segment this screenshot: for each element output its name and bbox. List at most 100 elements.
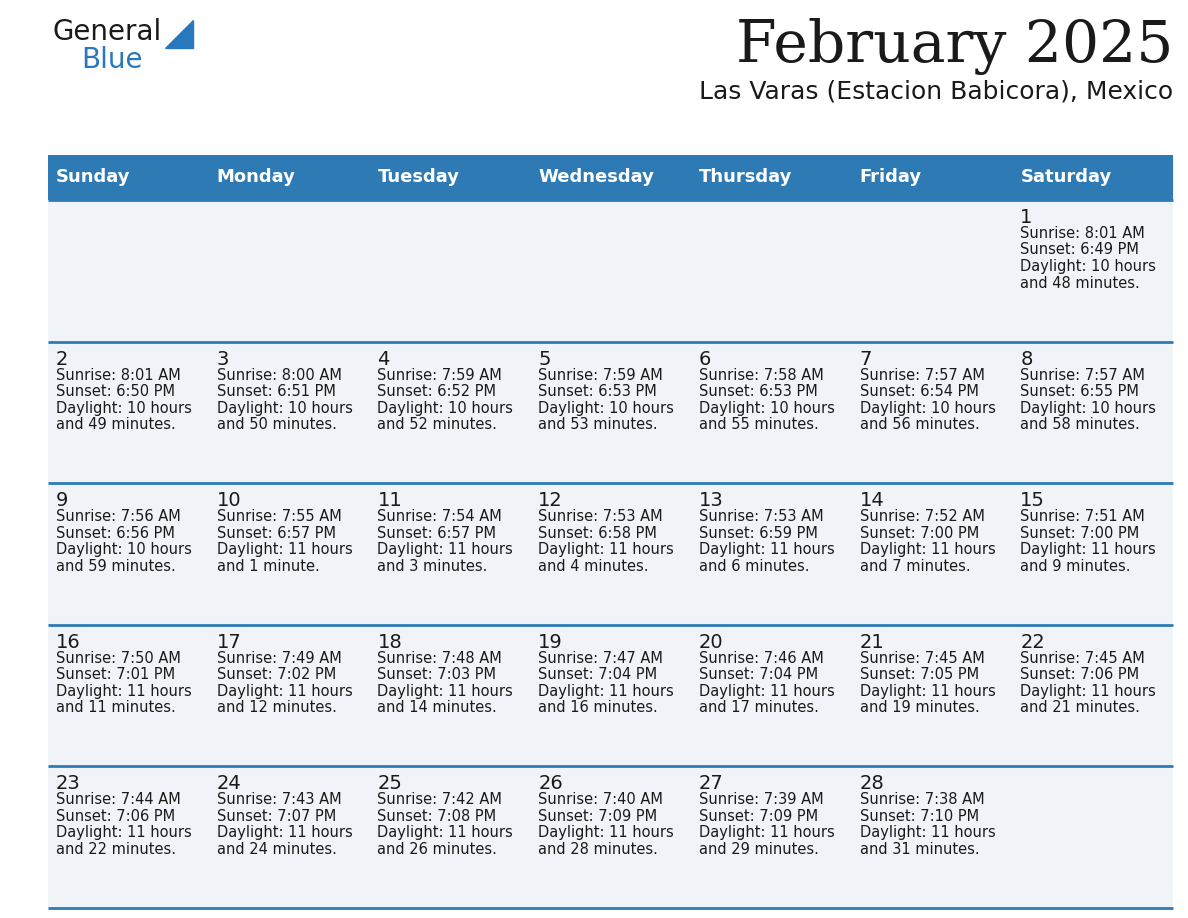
Text: Sunrise: 8:00 AM: Sunrise: 8:00 AM: [216, 367, 342, 383]
Text: Sunrise: 7:52 AM: Sunrise: 7:52 AM: [860, 509, 985, 524]
Text: and 22 minutes.: and 22 minutes.: [56, 842, 176, 856]
Text: Sunrise: 7:45 AM: Sunrise: 7:45 AM: [860, 651, 985, 666]
Text: Thursday: Thursday: [699, 169, 792, 186]
Polygon shape: [165, 20, 192, 48]
Text: Daylight: 11 hours: Daylight: 11 hours: [1020, 543, 1156, 557]
Text: Sunset: 6:54 PM: Sunset: 6:54 PM: [860, 384, 979, 399]
Text: Sunset: 6:57 PM: Sunset: 6:57 PM: [378, 526, 497, 541]
Text: Sunrise: 7:57 AM: Sunrise: 7:57 AM: [860, 367, 985, 383]
Bar: [369, 155, 530, 200]
Text: 20: 20: [699, 633, 723, 652]
Text: 1: 1: [1020, 208, 1032, 227]
Text: Saturday: Saturday: [1020, 169, 1112, 186]
Text: and 52 minutes.: and 52 minutes.: [378, 417, 498, 432]
Text: Daylight: 10 hours: Daylight: 10 hours: [538, 400, 674, 416]
Text: Daylight: 11 hours: Daylight: 11 hours: [56, 684, 191, 699]
Text: Daylight: 11 hours: Daylight: 11 hours: [860, 825, 996, 840]
Text: Sunset: 7:02 PM: Sunset: 7:02 PM: [216, 667, 336, 682]
Text: 14: 14: [860, 491, 884, 510]
Bar: [48, 483, 1173, 625]
Bar: [48, 200, 1173, 341]
Text: and 48 minutes.: and 48 minutes.: [1020, 275, 1140, 290]
Text: and 49 minutes.: and 49 minutes.: [56, 417, 176, 432]
Text: and 14 minutes.: and 14 minutes.: [378, 700, 498, 715]
Text: and 55 minutes.: and 55 minutes.: [699, 417, 819, 432]
Text: Sunrise: 7:59 AM: Sunrise: 7:59 AM: [378, 367, 503, 383]
Text: Monday: Monday: [216, 169, 296, 186]
Text: Daylight: 11 hours: Daylight: 11 hours: [378, 684, 513, 699]
Text: and 28 minutes.: and 28 minutes.: [538, 842, 658, 856]
Bar: [691, 155, 852, 200]
Text: February 2025: February 2025: [735, 18, 1173, 75]
Text: Daylight: 11 hours: Daylight: 11 hours: [538, 543, 674, 557]
Text: Sunset: 6:56 PM: Sunset: 6:56 PM: [56, 526, 175, 541]
Text: Daylight: 11 hours: Daylight: 11 hours: [378, 825, 513, 840]
Text: Sunset: 7:00 PM: Sunset: 7:00 PM: [1020, 526, 1139, 541]
Text: Sunrise: 7:47 AM: Sunrise: 7:47 AM: [538, 651, 663, 666]
Text: Blue: Blue: [81, 46, 143, 74]
Text: and 29 minutes.: and 29 minutes.: [699, 842, 819, 856]
Text: Friday: Friday: [860, 169, 922, 186]
Text: Sunset: 7:04 PM: Sunset: 7:04 PM: [699, 667, 819, 682]
Text: Sunrise: 7:40 AM: Sunrise: 7:40 AM: [538, 792, 663, 808]
Text: Sunset: 6:59 PM: Sunset: 6:59 PM: [699, 526, 817, 541]
Text: Daylight: 11 hours: Daylight: 11 hours: [860, 543, 996, 557]
Text: and 12 minutes.: and 12 minutes.: [216, 700, 336, 715]
Bar: [48, 155, 209, 200]
Text: and 31 minutes.: and 31 minutes.: [860, 842, 979, 856]
Text: Sunset: 7:06 PM: Sunset: 7:06 PM: [1020, 667, 1139, 682]
Text: 21: 21: [860, 633, 884, 652]
Text: Sunrise: 7:55 AM: Sunrise: 7:55 AM: [216, 509, 341, 524]
Text: Las Varas (Estacion Babicora), Mexico: Las Varas (Estacion Babicora), Mexico: [699, 80, 1173, 104]
Text: Sunset: 7:01 PM: Sunset: 7:01 PM: [56, 667, 175, 682]
Text: Daylight: 11 hours: Daylight: 11 hours: [216, 543, 353, 557]
Text: 16: 16: [56, 633, 81, 652]
Text: Sunset: 7:10 PM: Sunset: 7:10 PM: [860, 809, 979, 823]
Bar: [209, 155, 369, 200]
Text: Sunset: 7:04 PM: Sunset: 7:04 PM: [538, 667, 657, 682]
Text: 28: 28: [860, 775, 884, 793]
Text: Sunrise: 8:01 AM: Sunrise: 8:01 AM: [1020, 226, 1145, 241]
Text: Sunset: 7:06 PM: Sunset: 7:06 PM: [56, 809, 175, 823]
Text: 11: 11: [378, 491, 403, 510]
Text: and 58 minutes.: and 58 minutes.: [1020, 417, 1140, 432]
Text: Sunset: 7:03 PM: Sunset: 7:03 PM: [378, 667, 497, 682]
Text: Sunrise: 7:51 AM: Sunrise: 7:51 AM: [1020, 509, 1145, 524]
Text: Sunset: 6:49 PM: Sunset: 6:49 PM: [1020, 242, 1139, 258]
Bar: [852, 155, 1012, 200]
Text: and 7 minutes.: and 7 minutes.: [860, 559, 971, 574]
Text: Sunrise: 7:59 AM: Sunrise: 7:59 AM: [538, 367, 663, 383]
Text: Sunrise: 8:01 AM: Sunrise: 8:01 AM: [56, 367, 181, 383]
Text: 22: 22: [1020, 633, 1045, 652]
Text: Sunrise: 7:58 AM: Sunrise: 7:58 AM: [699, 367, 823, 383]
Text: 9: 9: [56, 491, 69, 510]
Text: Sunrise: 7:44 AM: Sunrise: 7:44 AM: [56, 792, 181, 808]
Text: General: General: [53, 18, 163, 46]
Text: 25: 25: [378, 775, 403, 793]
Text: Sunset: 7:09 PM: Sunset: 7:09 PM: [699, 809, 819, 823]
Text: Sunset: 6:58 PM: Sunset: 6:58 PM: [538, 526, 657, 541]
Text: Sunset: 7:08 PM: Sunset: 7:08 PM: [378, 809, 497, 823]
Text: Sunrise: 7:54 AM: Sunrise: 7:54 AM: [378, 509, 503, 524]
Text: and 11 minutes.: and 11 minutes.: [56, 700, 176, 715]
Text: 17: 17: [216, 633, 241, 652]
Text: 8: 8: [1020, 350, 1032, 369]
Text: 7: 7: [860, 350, 872, 369]
Text: Daylight: 10 hours: Daylight: 10 hours: [378, 400, 513, 416]
Bar: [48, 767, 1173, 908]
Text: 3: 3: [216, 350, 229, 369]
Text: 15: 15: [1020, 491, 1045, 510]
Text: Sunrise: 7:56 AM: Sunrise: 7:56 AM: [56, 509, 181, 524]
Text: Sunset: 7:05 PM: Sunset: 7:05 PM: [860, 667, 979, 682]
Text: and 53 minutes.: and 53 minutes.: [538, 417, 658, 432]
Text: 2: 2: [56, 350, 69, 369]
Text: Daylight: 11 hours: Daylight: 11 hours: [56, 825, 191, 840]
Text: and 4 minutes.: and 4 minutes.: [538, 559, 649, 574]
Text: Daylight: 11 hours: Daylight: 11 hours: [538, 684, 674, 699]
Text: Daylight: 10 hours: Daylight: 10 hours: [1020, 400, 1156, 416]
Bar: [48, 625, 1173, 767]
Text: Daylight: 11 hours: Daylight: 11 hours: [699, 543, 835, 557]
Text: 6: 6: [699, 350, 712, 369]
Text: Sunrise: 7:48 AM: Sunrise: 7:48 AM: [378, 651, 503, 666]
Text: Daylight: 10 hours: Daylight: 10 hours: [699, 400, 835, 416]
